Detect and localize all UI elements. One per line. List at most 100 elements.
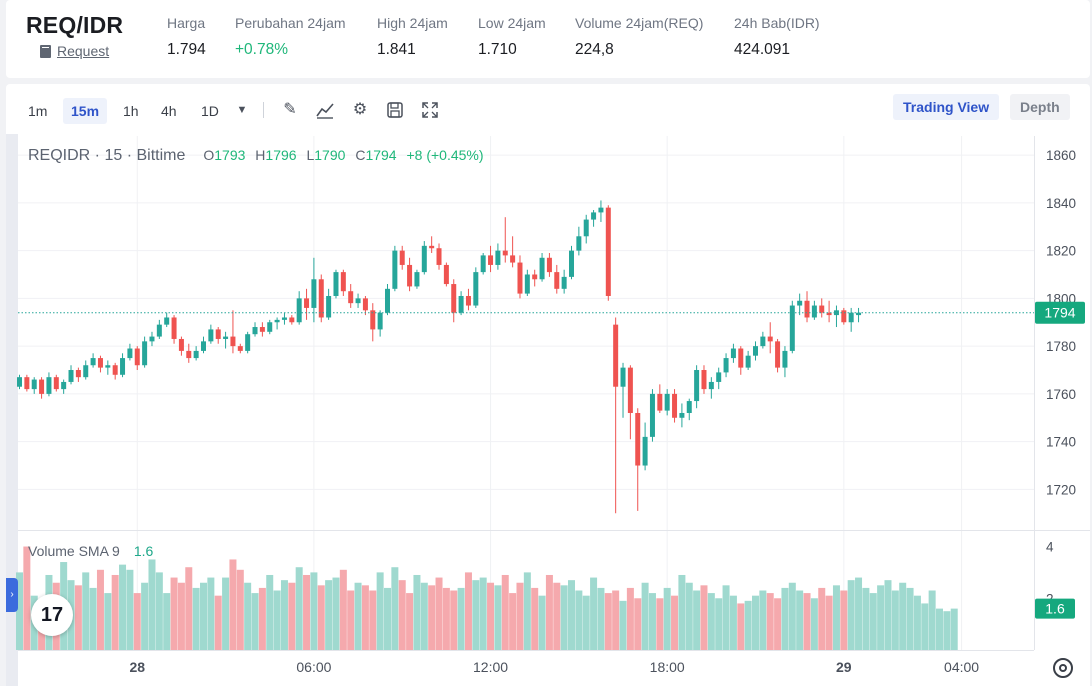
volume-bar [163, 593, 171, 650]
volume-bar [111, 574, 119, 650]
candle-body [31, 379, 37, 390]
candle-body [583, 219, 589, 237]
volume-bar [590, 577, 598, 650]
candle-body [782, 350, 788, 368]
book-icon [40, 44, 51, 58]
candle-body [767, 336, 773, 342]
candle-body [458, 295, 464, 313]
candle-body [340, 272, 346, 292]
candle-body [443, 264, 449, 285]
depth-button[interactable]: Depth [1010, 94, 1070, 120]
x-tick-label: 04:00 [944, 659, 979, 675]
volume-bar [457, 587, 465, 650]
timeframe-1d[interactable]: 1D [201, 103, 219, 119]
volume-bar [788, 582, 796, 650]
volume-bar [420, 582, 428, 650]
volume-bar [818, 587, 826, 650]
candle-body [326, 295, 332, 318]
volume-bar [560, 585, 568, 650]
volume-bar [678, 574, 686, 650]
request-link-label[interactable]: Request [57, 43, 110, 59]
volume-bar [398, 580, 406, 650]
volume-bar [752, 595, 759, 650]
save-icon[interactable] [383, 98, 407, 122]
fullscreen-icon[interactable] [418, 98, 442, 122]
chart-legend: REQIDR · 15 · Bittime O1793 H1796 L1790 … [28, 147, 490, 165]
volume-bar [200, 582, 207, 650]
candle-body [635, 412, 641, 466]
candle-body [694, 370, 700, 402]
volume-bar [671, 595, 679, 650]
pencil-icon[interactable]: ✎ [283, 101, 297, 118]
volume-bar [855, 577, 863, 650]
volume-bar [288, 582, 296, 650]
chart-settings-icon[interactable] [1053, 658, 1073, 678]
stat-label: Harga [167, 15, 206, 31]
stat-low: Low 24jam 1.710 [478, 15, 546, 59]
y-tick-label: 1760 [1046, 387, 1076, 402]
expand-sidebar-icon[interactable]: › [6, 578, 18, 612]
candle-body [488, 255, 494, 265]
volume-bar [656, 598, 664, 650]
volume-bar [928, 590, 936, 650]
volume-tick-label: 4 [1046, 540, 1054, 555]
candle-body [245, 334, 251, 351]
volume-bar [472, 580, 480, 650]
timeframe-1m[interactable]: 1m [28, 103, 48, 119]
volume-bar [273, 590, 281, 650]
stat-change: Perubahan 24jam +0.78% [235, 15, 346, 59]
volume-bar [663, 587, 671, 650]
candle-body [465, 295, 471, 306]
trading-view-button[interactable]: Trading View [893, 94, 1000, 120]
candle-body [223, 336, 229, 339]
volume-bar [442, 587, 450, 650]
volume-bar [192, 587, 200, 650]
volume-legend: Volume SMA 9 1.6 [28, 543, 153, 559]
market-header: REQ/IDR Request Harga 1.794 Perubahan 24… [6, 0, 1090, 78]
volume-bar [450, 590, 458, 650]
candle-body [826, 312, 832, 316]
candle-body [708, 381, 714, 390]
timeframe-1h[interactable]: 1h [123, 103, 139, 119]
volume-bar [126, 569, 134, 650]
stat-label: High 24jam [377, 15, 448, 31]
gear-icon[interactable]: ⚙ [352, 101, 368, 118]
volume-bar [884, 580, 892, 650]
request-link[interactable]: Request [40, 43, 109, 59]
timeframe-4h[interactable]: 4h [161, 103, 177, 119]
tradingview-logo-icon[interactable]: 17 [31, 594, 73, 636]
candle-body [399, 250, 405, 265]
volume-bar [214, 595, 222, 650]
candle-body [760, 336, 766, 347]
stat-volume: Volume 24jam(REQ) 224,8 [575, 15, 703, 59]
volume-bar [744, 600, 752, 650]
candle-body [598, 207, 604, 213]
chevron-down-icon[interactable]: ▼ [236, 104, 248, 116]
volume-bar [82, 572, 90, 650]
candle-body [355, 298, 361, 304]
stat-label: Perubahan 24jam [235, 15, 346, 31]
volume-bar [685, 582, 693, 650]
volume-bar [913, 595, 921, 650]
line-chart-icon[interactable] [313, 98, 337, 122]
candle-body [664, 393, 670, 411]
timeframe-15m[interactable]: 15m [63, 98, 108, 124]
candle-body [532, 274, 538, 280]
candle-body [237, 346, 243, 351]
volume-bar [531, 587, 539, 650]
candle-body [429, 245, 435, 249]
volume-bar [729, 595, 737, 650]
candle-body [414, 272, 420, 287]
close-label: C [355, 147, 366, 163]
volume-bar [464, 572, 472, 650]
candle-body [605, 207, 611, 296]
stat-label: Low 24jam [478, 15, 546, 31]
volume-bar [693, 590, 701, 650]
candle-body [811, 305, 817, 318]
current-price-label: 1794 [1044, 305, 1075, 321]
stat-value: 1.794 [167, 41, 206, 58]
candle-body [524, 274, 530, 294]
candle-body [259, 327, 265, 332]
candle-body [546, 257, 552, 273]
